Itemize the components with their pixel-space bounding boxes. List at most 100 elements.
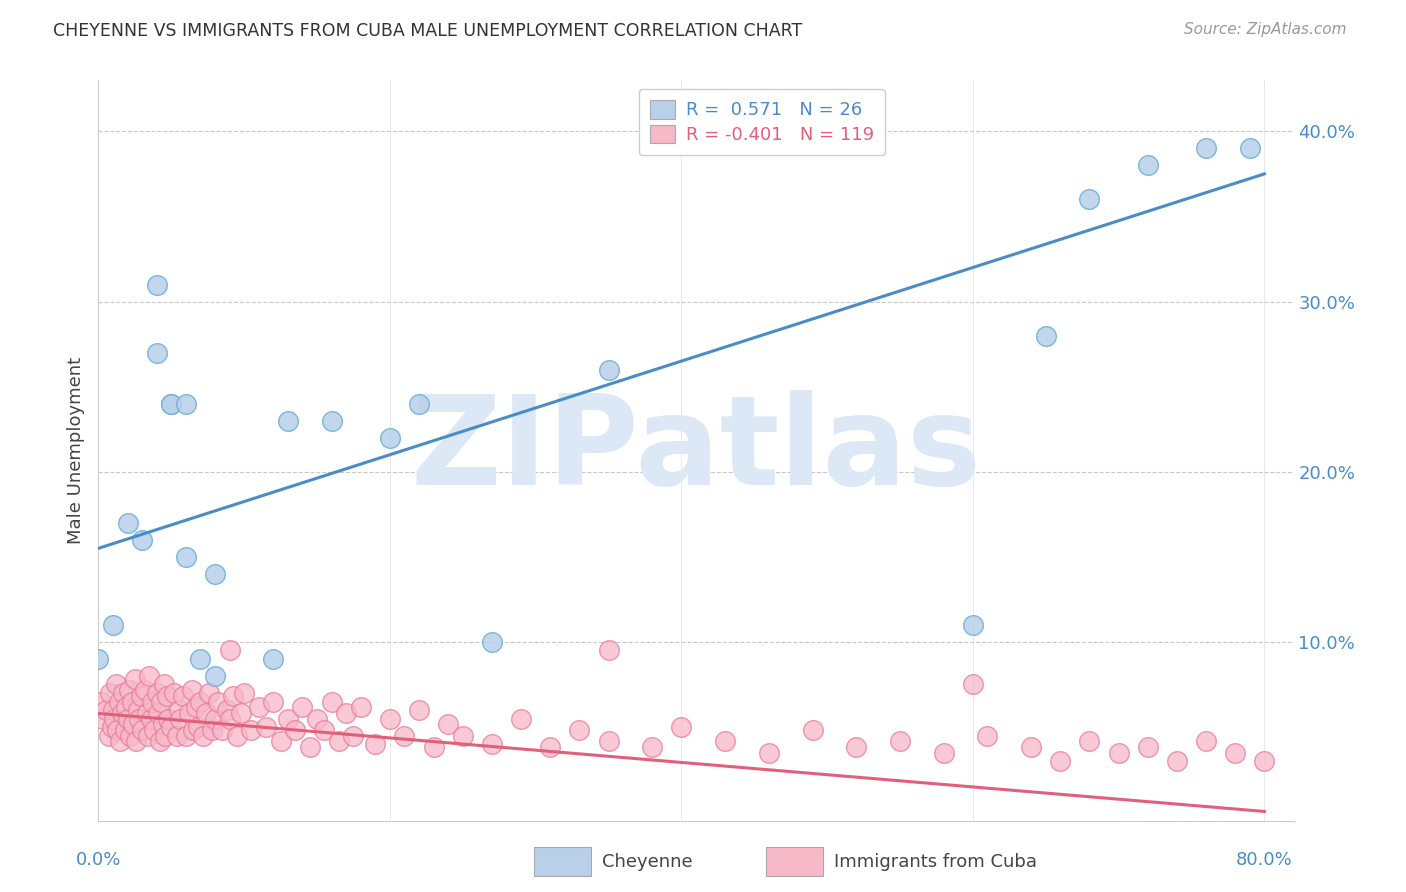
Point	[225, 729, 247, 743]
Point	[98, 686, 121, 700]
Text: Cheyenne: Cheyenne	[602, 853, 692, 871]
Point	[90, 694, 112, 708]
Point	[108, 694, 131, 708]
Text: Source: ZipAtlas.com: Source: ZipAtlas.com	[1184, 22, 1347, 37]
Point	[218, 712, 240, 726]
Point	[1019, 740, 1042, 755]
Point	[127, 703, 149, 717]
Point	[394, 729, 416, 743]
Point	[160, 397, 183, 411]
Point	[152, 716, 174, 731]
Point	[131, 533, 153, 547]
Point	[117, 712, 139, 726]
Point	[160, 397, 183, 411]
Point	[364, 737, 387, 751]
Point	[1225, 746, 1247, 760]
Point	[204, 566, 226, 581]
Point	[231, 706, 253, 721]
Point	[100, 720, 122, 734]
Point	[378, 431, 401, 445]
Point	[889, 733, 911, 747]
Point	[598, 643, 620, 657]
Point	[101, 703, 124, 717]
Text: Immigrants from Cuba: Immigrants from Cuba	[834, 853, 1036, 871]
Y-axis label: Male Unemployment: Male Unemployment	[66, 357, 84, 544]
Point	[408, 397, 430, 411]
Point	[204, 669, 226, 683]
Point	[538, 740, 561, 755]
Point	[1195, 141, 1218, 155]
Point	[198, 686, 221, 700]
Point	[218, 643, 240, 657]
Point	[207, 694, 229, 708]
Point	[118, 682, 141, 697]
Point	[1239, 141, 1261, 155]
Point	[193, 729, 215, 743]
Point	[211, 723, 233, 738]
Point	[378, 712, 401, 726]
Point	[186, 720, 208, 734]
Point	[481, 737, 503, 751]
Point	[451, 729, 474, 743]
Point	[1078, 733, 1101, 747]
Point	[156, 690, 179, 704]
Point	[112, 686, 135, 700]
Point	[104, 677, 127, 691]
Text: CHEYENNE VS IMMIGRANTS FROM CUBA MALE UNEMPLOYMENT CORRELATION CHART: CHEYENNE VS IMMIGRANTS FROM CUBA MALE UN…	[53, 22, 803, 40]
Point	[114, 723, 136, 738]
Point	[321, 414, 343, 428]
Point	[94, 703, 117, 717]
Point	[190, 652, 212, 666]
Point	[422, 740, 444, 755]
Point	[277, 414, 299, 428]
Point	[177, 706, 200, 721]
Point	[195, 706, 218, 721]
Point	[141, 694, 163, 708]
Point	[180, 682, 202, 697]
Point	[153, 677, 176, 691]
Point	[1195, 733, 1218, 747]
Point	[240, 723, 263, 738]
Point	[201, 723, 224, 738]
Point	[328, 733, 350, 747]
Point	[111, 706, 134, 721]
Point	[121, 694, 143, 708]
Point	[598, 733, 620, 747]
Point	[120, 729, 142, 743]
Point	[167, 703, 190, 717]
Point	[169, 712, 191, 726]
Point	[122, 716, 145, 731]
Point	[105, 723, 128, 738]
Point	[103, 712, 125, 726]
Point	[184, 699, 207, 714]
Point	[139, 712, 162, 726]
Point	[277, 712, 299, 726]
Point	[291, 699, 314, 714]
Point	[148, 706, 170, 721]
Point	[1035, 328, 1057, 343]
Point	[136, 729, 159, 743]
Point	[91, 712, 114, 726]
Point	[150, 694, 173, 708]
Point	[335, 706, 357, 721]
Point	[128, 712, 150, 726]
Point	[215, 703, 238, 717]
Point	[174, 397, 197, 411]
Point	[117, 516, 139, 530]
Point	[342, 729, 364, 743]
Point	[932, 746, 955, 760]
Point	[221, 690, 243, 704]
Point	[568, 723, 591, 738]
Point	[350, 699, 373, 714]
Point	[87, 652, 110, 666]
Point	[481, 635, 503, 649]
Point	[124, 673, 146, 687]
Point	[284, 723, 307, 738]
Point	[262, 652, 284, 666]
Point	[845, 740, 868, 755]
Point	[163, 686, 186, 700]
Point	[145, 686, 167, 700]
Point	[801, 723, 824, 738]
Point	[758, 746, 780, 760]
Point	[1049, 754, 1071, 768]
